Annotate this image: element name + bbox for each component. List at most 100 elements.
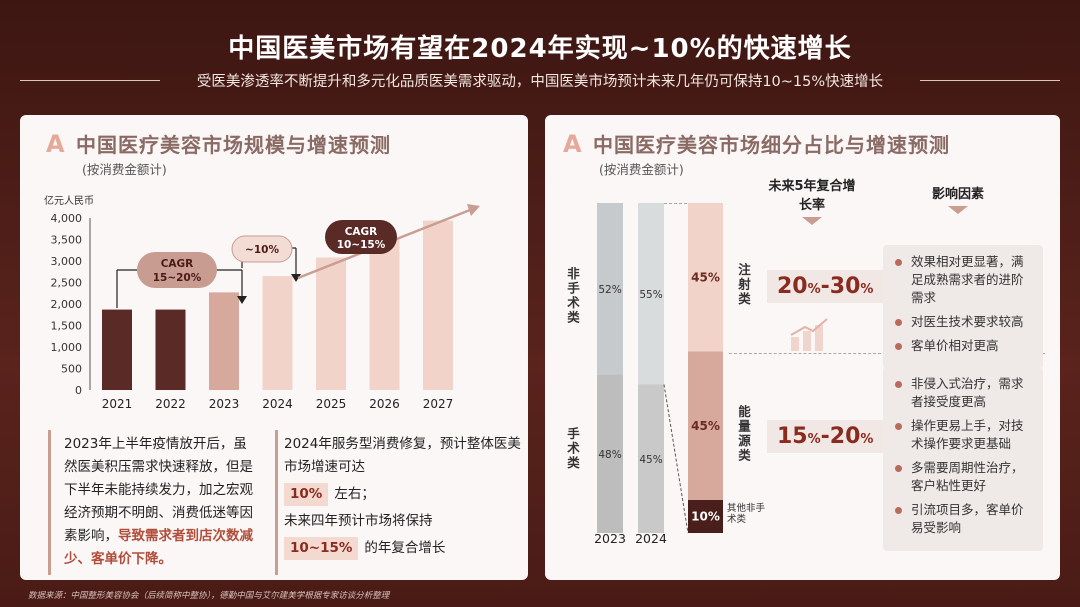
page-subtitle: 受医美渗透率不断提升和多元化品质医美需求驱动，中国医美市场预计未来几年仍可保持1… (196, 74, 884, 90)
rate-part: 20 (777, 274, 808, 299)
breakdown-label: 45% (691, 419, 720, 433)
value-label: 48% (598, 449, 621, 461)
bar-2025 (316, 257, 346, 390)
cagr1-label: CAGR (161, 258, 194, 270)
connector-line (663, 384, 689, 534)
left-title-text: 中国医疗美容市场规模与增速预测 (76, 133, 391, 157)
bar-2022 (155, 309, 186, 390)
x-axis-labels: 2021 2022 2023 2024 2025 2026 2027 (102, 397, 454, 411)
cagr2-badge (325, 220, 397, 254)
y-tick-label: 1,000 (51, 341, 83, 354)
rate-part: 15 (777, 424, 808, 449)
analysis-text-1-body: 2023年上半年疫情放开后，虽然医美积压需求快速释放，但是下半年未能持续发力，加… (64, 436, 253, 544)
bar-2023-surgical (597, 374, 623, 533)
cat-nonsurgical-label: 非手术类 (565, 267, 580, 325)
breakdown-label: 10% (691, 510, 720, 524)
breakdown-bar: 45% 45% 10% (663, 203, 723, 534)
x-tick-label: 2025 (316, 397, 347, 411)
factor-item: 多需要周期性治疗，客户粘性更好 (893, 459, 1033, 495)
bar-2023-nonsurgical (597, 203, 623, 375)
breakdown-segment-2 (688, 500, 723, 533)
right-panel-title: A 中国医疗美容市场细分占比与增速预测 (563, 129, 950, 158)
x-tick-label: 2023 (209, 397, 240, 411)
factor-header: 影响因素 (913, 183, 1003, 214)
bar-2024-surgical (638, 384, 664, 533)
factor-item: 引流项目多，客单价易受影响 (893, 501, 1033, 537)
rate-part: - (820, 424, 830, 449)
text2-pct1: 10% (284, 483, 329, 506)
left-panel: A 中国医疗美容市场规模与增速预测 (按消费金额计) 亿元人民币 0 500 1,0… (20, 115, 528, 580)
stack-x-labels: 2023 2024 (594, 531, 667, 543)
text2-line1: 2024年服务型消费修复，预计整体医美市场增速可达 (284, 436, 521, 475)
text2-pct2: 10~15% (284, 537, 359, 560)
trend-arrow-head (467, 204, 480, 216)
value-label: 55% (639, 289, 662, 301)
cagr1-arrow-head (237, 296, 247, 304)
value-label: 52% (598, 284, 621, 296)
x-tick-label: 2024 (635, 531, 667, 543)
text2-line4: 的年复合增长 (364, 540, 446, 556)
bar-2023 (209, 292, 239, 390)
rate-part: % (860, 282, 874, 297)
right-panel: A 中国医疗美容市场细分占比与增速预测 (按消费金额计) 非手术类 手术类 52… (545, 115, 1060, 580)
energy-factors: 非侵入式治疗，需求者接受度更高 操作更易上手，对技术操作要求更基础 多需要周期性… (883, 367, 1043, 551)
x-tick-label: 2027 (423, 397, 454, 411)
analysis-text-1-highlight: 导致需求者到店次数减少、客单价下降。 (64, 528, 253, 567)
analysis-text-2: 2024年服务型消费修复，预计整体医美市场增速可达 10% 左右； 未来四年预计市… (284, 433, 522, 560)
value-label: 45% (639, 454, 662, 466)
cat-other-label: 其他非手术类 (727, 503, 766, 525)
y-axis-unit: 亿元人民币 (44, 194, 94, 207)
factor-item: 非侵入式治疗，需求者接受度更高 (893, 375, 1033, 411)
cat-injection-label: 注射类 (736, 263, 751, 307)
x-tick-label: 2024 (262, 397, 293, 411)
left-panel-note: (按消费金额计) (82, 162, 167, 177)
factor-item: 对医生技术要求较高 (893, 313, 1033, 331)
x-tick-label: 2022 (155, 397, 186, 411)
rate-part: % (860, 432, 874, 447)
brand-logo-icon: A (46, 129, 66, 158)
rate-header: 未来5年复合增长率 (767, 175, 857, 225)
growth-arrow-head (291, 274, 301, 282)
breakdown-label: 45% (691, 270, 720, 284)
bar-2024 (262, 276, 293, 390)
rate-part: 30 (829, 274, 861, 299)
stacked-bars: 52% 48% 55% 45% (597, 203, 664, 533)
divider (20, 80, 160, 81)
cagr2-label: CAGR (345, 226, 378, 238)
text2-accent (275, 430, 278, 575)
injection-factors: 效果相对更显著，满足成熟需求者的进阶需求 对医生技术要求较高 客单价相对更高 (883, 245, 1043, 369)
rate-part: - (820, 274, 830, 299)
bar-2021 (102, 309, 132, 390)
divider (920, 80, 1060, 81)
factor-item: 客单价相对更高 (893, 337, 1033, 355)
rate-part: % (807, 432, 821, 447)
right-title-text: 中国医疗美容市场细分占比与增速预测 (593, 133, 950, 157)
growth-chart-icon (790, 318, 828, 351)
x-tick-label: 2023 (594, 531, 626, 543)
analysis-text-1: 2023年上半年疫情放开后，虽然医美积压需求快速释放，但是下半年未能持续发力，加… (64, 433, 254, 571)
energy-rate: 15%-20% (767, 420, 884, 453)
x-tick-label: 2021 (102, 397, 133, 411)
cat-surgical-label: 手术类 (565, 427, 580, 471)
bar-2027 (423, 220, 453, 390)
factor-item: 操作更易上手，对技术操作要求更基础 (893, 417, 1033, 453)
text1-accent (48, 430, 51, 575)
source-note: 数据来源：中国整形美容协会（后续简称中整协），德勤中国与艾尔建美学根据专家访谈分… (28, 591, 390, 601)
x-tick-label: 2026 (369, 397, 400, 411)
brand-logo-icon: A (563, 129, 583, 158)
right-panel-note: (按消费金额计) (599, 162, 684, 177)
y-tick-label: 4,000 (51, 212, 83, 225)
bars (102, 220, 453, 390)
breakdown-segment-0 (688, 203, 723, 352)
down-triangle-icon (948, 206, 968, 214)
text2-line3: 未来四年预计市场将保持 (284, 513, 433, 529)
y-axis: 0 500 1,000 1,500 2,000 2,500 3,000 3,500 4,000 (51, 212, 91, 397)
y-tick-label: 500 (61, 363, 82, 376)
text2-line2: 左右； (334, 486, 375, 502)
left-panel-title: A 中国医疗美容市场规模与增速预测 (46, 129, 391, 158)
down-triangle-icon (802, 217, 822, 225)
growth-badge (231, 235, 293, 263)
bar-2026 (369, 239, 400, 390)
cagr1-value: 15~20% (153, 272, 202, 284)
factor-item: 效果相对更显著，满足成熟需求者的进阶需求 (893, 253, 1033, 307)
